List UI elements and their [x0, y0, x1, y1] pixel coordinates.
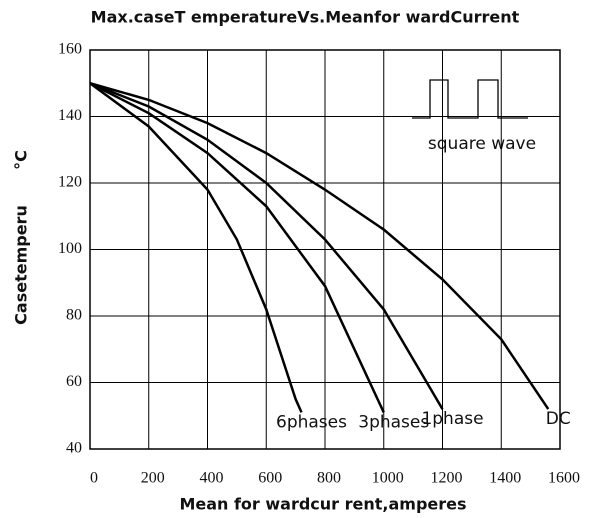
y-tick-label: 60 [66, 373, 82, 390]
series-label: DC [546, 409, 571, 429]
y-tick-label: 40 [66, 440, 82, 457]
line [89, 82, 550, 410]
chart-title: Max.caseT emperatureVs.Meanfor wardCurre… [91, 8, 520, 27]
line [89, 82, 385, 413]
y-tick-label: 100 [58, 240, 82, 257]
y-axis-label: Casetemperu [12, 205, 31, 325]
x-tick-label: 800 [317, 470, 341, 487]
square-wave-icon [412, 79, 528, 119]
y-tick-label: 80 [66, 307, 82, 324]
x-tick-label: 200 [141, 470, 165, 487]
x-tick-label: 1000 [372, 470, 404, 487]
y-axis-unit: °C [12, 150, 31, 170]
x-tick-label: 1600 [548, 470, 580, 487]
line [89, 82, 303, 413]
y-tick-label: 160 [58, 41, 82, 58]
series-label: 3phases [358, 412, 429, 432]
x-tick-label: 0 [90, 470, 98, 487]
plot-frame [89, 49, 561, 450]
y-tick-label: 140 [58, 107, 82, 124]
x-tick-label: 400 [200, 470, 224, 487]
x-tick-label: 600 [258, 470, 282, 487]
y-tick-label: 120 [58, 174, 82, 191]
x-tick-label: 1200 [431, 470, 463, 487]
series-label: 6phases [276, 412, 347, 432]
line [89, 82, 444, 410]
series-label: 1phase [421, 409, 483, 429]
annotation: square wave [428, 134, 536, 154]
x-tick-label: 1400 [489, 470, 521, 487]
x-axis-label: Mean for wardcur rent,amperes [179, 495, 466, 514]
